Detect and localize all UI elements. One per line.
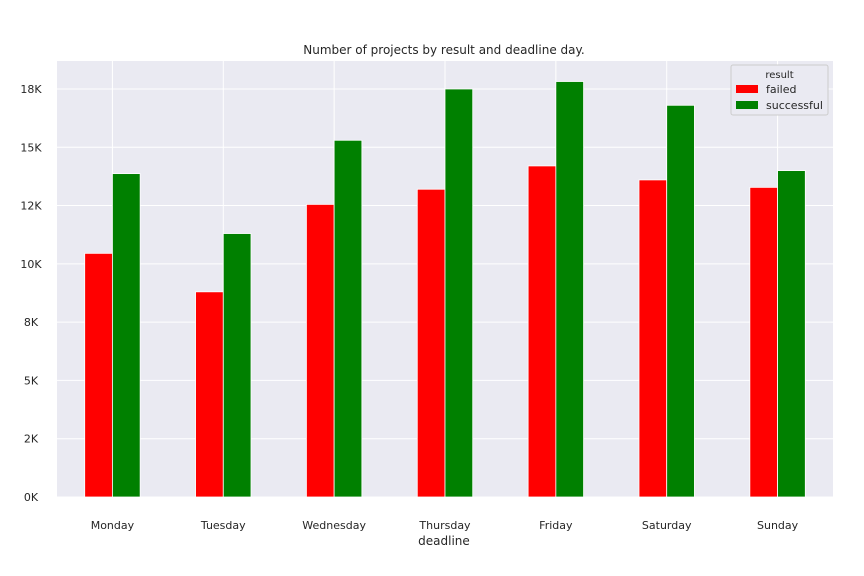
x-tick-label: Wednesday [302,519,366,532]
y-tick-label: 10K [20,258,42,271]
legend-items: failed successful [736,83,823,112]
y-tick-label: 12K [20,200,42,213]
bar-failed-thursday [416,188,446,498]
y-tick-label: 5K [24,374,39,387]
bar-successful-monday [112,173,141,498]
x-tick-label: Saturday [642,519,692,532]
x-tick-label: Sunday [757,519,799,532]
x-tick-label: Thursday [418,519,471,532]
legend: result failed successful [730,64,829,116]
bars [84,81,806,498]
bar-failed-friday [527,165,557,498]
bar-failed-sunday [749,186,778,498]
legend-label-failed: failed [766,83,796,96]
bar-failed-wednesday [306,203,335,498]
y-tick-label: 2K [24,433,39,446]
bar-successful-saturday [666,104,695,498]
y-tick-label: 8K [24,316,39,329]
legend-swatch-successful [736,101,758,109]
bar-failed-saturday [638,179,668,498]
bar-successful-sunday [777,170,806,498]
chart-title: Number of projects by result and deadlin… [303,43,584,57]
bar-successful-tuesday [222,233,252,498]
bar-successful-friday [555,81,584,498]
y-tick-label: 0K [24,491,39,504]
bar-successful-thursday [444,88,474,498]
bar-failed-monday [84,252,113,498]
bar-successful-wednesday [333,139,363,498]
x-axis-label: deadline [418,534,470,548]
legend-swatch-failed [736,85,758,93]
y-axis-ticks: 0K 2K 5K 8K 10K 12K 15K 18K [20,83,42,504]
x-axis-ticks: Monday Tuesday Wednesday Thursday Friday Satu… [91,519,799,532]
legend-label-successful: successful [766,99,823,112]
y-tick-label: 15K [20,141,42,154]
legend-title: result [765,70,793,81]
bar-failed-tuesday [195,291,224,498]
x-tick-label: Tuesday [200,519,246,532]
x-tick-label: Monday [91,519,135,532]
x-tick-label: Friday [539,519,573,532]
y-tick-label: 18K [20,83,42,96]
